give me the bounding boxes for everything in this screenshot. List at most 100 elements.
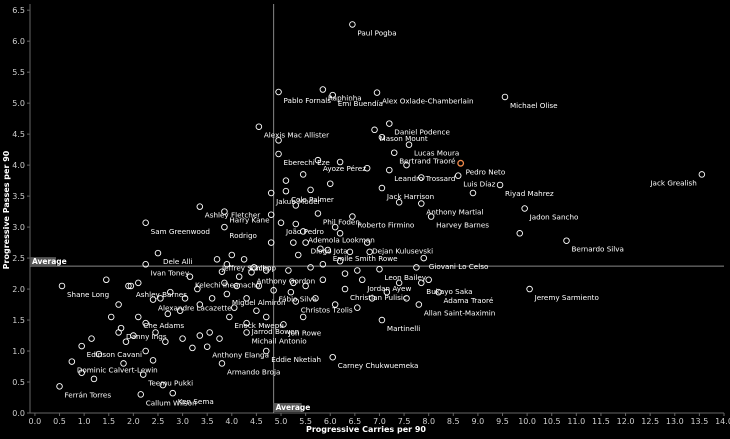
data-point [223, 261, 231, 268]
data-point [270, 287, 277, 294]
point-label: Mason Mount [380, 134, 428, 143]
data-point [149, 357, 157, 364]
data-point [354, 304, 361, 311]
data-point [176, 307, 184, 315]
data-point [228, 251, 236, 259]
x-tick-label: 8.5 [447, 417, 460, 426]
data-point [390, 149, 398, 156]
x-tick-label: 2.0 [127, 417, 140, 426]
data-point [90, 375, 98, 383]
point-label: Pablo Fornals [284, 96, 332, 105]
data-point [95, 350, 103, 358]
point-label: Emile Smith Rowe [333, 254, 398, 263]
data-point [240, 256, 248, 263]
point-label: Shane Long [67, 290, 109, 299]
point-label: Luis Díaz [463, 180, 495, 189]
x-tick-label: 3.0 [176, 417, 189, 426]
data-point [68, 358, 76, 365]
point-label: Michail Antonio [252, 336, 307, 345]
point-label: Dele Alli [163, 257, 193, 266]
point-label: Alexis Mac Allister [264, 131, 329, 140]
average-x-badge [273, 403, 302, 412]
x-tick-label: 2.5 [152, 417, 165, 426]
data-point [319, 86, 327, 93]
data-point [152, 329, 159, 336]
y-tick-label: 1.5 [12, 316, 25, 325]
point-label: Cole Palmer [291, 195, 334, 204]
data-point [107, 313, 115, 321]
data-point [135, 313, 142, 321]
data-point [282, 177, 290, 184]
data-point [420, 254, 428, 262]
data-point [221, 279, 228, 287]
x-tick-label: 10.0 [518, 417, 536, 426]
point-label: Ashley Barnes [136, 290, 187, 299]
data-point [181, 295, 189, 302]
x-tick-label: 4.0 [225, 417, 238, 426]
data-point [223, 290, 231, 298]
data-point [302, 282, 309, 290]
data-point [290, 239, 297, 246]
point-label: Bertrand Traoré [399, 157, 456, 166]
point-label: Ayoze Pérez [323, 164, 366, 173]
data-point [363, 239, 371, 246]
y-tick-label: 5.5 [12, 68, 25, 77]
y-tick-label: 4.5 [12, 130, 25, 139]
data-point [267, 211, 275, 218]
data-point [206, 329, 213, 336]
data-point [130, 332, 137, 339]
point-label: Roberto Firmino [357, 221, 414, 230]
data-point [371, 126, 378, 134]
data-point [373, 89, 381, 96]
point-label: Armando Broja [227, 367, 280, 376]
data-point [418, 200, 425, 207]
data-point [496, 181, 504, 189]
data-point [366, 248, 373, 256]
data-point [243, 319, 250, 327]
point-label: Edinson Cavani [87, 350, 142, 359]
data-point [221, 208, 228, 215]
data-point [263, 347, 270, 355]
data-point [179, 335, 186, 342]
data-point [189, 344, 196, 352]
data-point [255, 123, 263, 130]
data-point [218, 268, 226, 275]
point-label: Christian Pulisic [350, 293, 407, 302]
x-tick-label: 9.5 [496, 417, 509, 426]
data-point [454, 172, 462, 179]
point-label: Eddie Nketiah [271, 355, 321, 364]
data-point [349, 21, 356, 28]
x-tick-label: 0.5 [53, 417, 66, 426]
y-tick-label: 2.5 [12, 254, 25, 263]
x-tick-label: 7.0 [373, 417, 386, 426]
point-label: Giovani Lo Celso [429, 262, 489, 271]
data-point [290, 279, 297, 287]
data-point [56, 383, 63, 390]
y-tick-label: 6.5 [12, 6, 25, 15]
point-label: Anthony Gordon [256, 276, 315, 285]
data-point [164, 310, 172, 318]
x-tick-label: 12.5 [641, 417, 659, 426]
data-point [395, 279, 403, 287]
data-point [425, 276, 432, 284]
data-point [169, 389, 176, 397]
data-point [115, 301, 122, 308]
data-point [299, 228, 307, 235]
point-label: Dejan Kulusevski [372, 247, 433, 256]
y-tick-label: 3.5 [12, 192, 25, 201]
y-axis-title: Progressive Passes per 90 [2, 150, 11, 269]
point-label: Eberechi Eze [284, 158, 331, 167]
x-tick-label: 9.0 [472, 417, 485, 426]
point-label: Kelechi Iheanacho [195, 281, 260, 290]
point-label: Martinelli [387, 324, 420, 333]
data-point [341, 285, 349, 293]
point-label: Christos Tzolis [301, 305, 353, 314]
point-label: Danny Ings [126, 332, 167, 341]
point-label: Anthony Martial [426, 208, 483, 217]
point-label: Leon Bailey [384, 273, 426, 282]
data-point [267, 189, 275, 197]
data-point [307, 186, 314, 194]
data-point [314, 156, 322, 164]
x-tick-label: 1.5 [102, 417, 115, 426]
